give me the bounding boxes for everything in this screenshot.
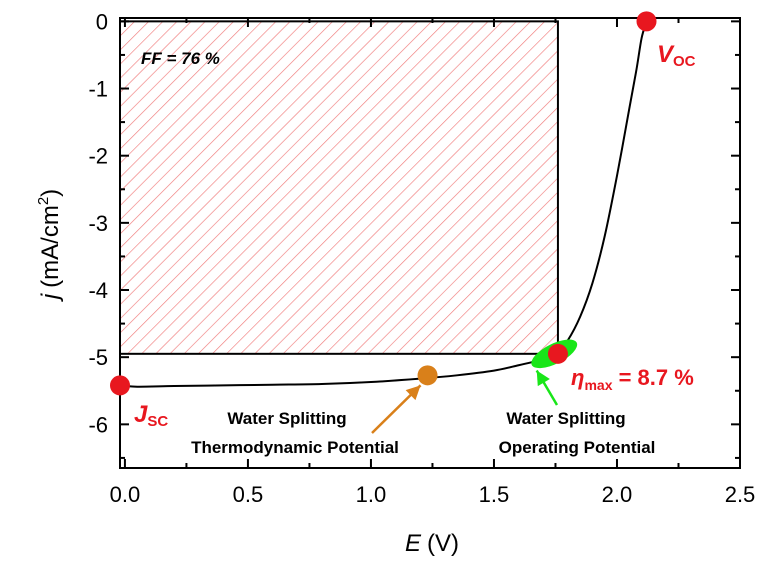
jsc-label: JSC: [134, 401, 168, 430]
thermo-label-line1: Water Splitting: [227, 409, 346, 428]
operating-arrow: [535, 369, 559, 406]
marker-point: [636, 11, 657, 32]
x-tick-label: 2.0: [602, 482, 633, 507]
x-tick-label: 1.0: [356, 482, 387, 507]
thermo-label-line2: Thermodynamic Potential: [191, 438, 399, 457]
y-axis-unit: (mA/cm: [37, 205, 64, 288]
voc-label: VOC: [657, 41, 696, 70]
operating-label-line1: Water Splitting: [506, 409, 625, 428]
x-axis-title: E (V): [405, 530, 459, 557]
thermo-arrow-head: [405, 385, 421, 401]
eta-value: = 8.7 %: [612, 365, 693, 390]
x-tick-label: 2.5: [725, 482, 756, 507]
y-axis-sup: 2: [35, 197, 52, 205]
x-tick-label: 0.5: [233, 482, 264, 507]
x-axis-unit: (V): [427, 530, 459, 557]
y-axis-title: j (mA/cm2): [35, 189, 64, 302]
x-tick-label: 1.5: [479, 482, 510, 507]
y-tick-label: -4: [88, 278, 108, 303]
fill-factor-box: [119, 20, 559, 355]
jsc-sub: SC: [147, 413, 168, 430]
marker-point: [547, 343, 568, 364]
y-tick-label: -1: [88, 77, 108, 102]
y-axis-symbol: j: [37, 293, 64, 302]
operating-arrow-head: [536, 370, 550, 387]
eta-label: ηmax = 8.7 %: [571, 365, 694, 393]
eta-main: η: [571, 365, 584, 390]
marker-point: [110, 375, 130, 396]
x-tick-label: 0.0: [110, 482, 141, 507]
operating-label-line2: Operating Potential: [499, 438, 656, 457]
thermo-arrow: [371, 384, 422, 434]
tick-marks: [120, 18, 741, 468]
y-tick-label: -6: [88, 412, 108, 437]
marker-point: [417, 365, 438, 386]
tick-labels: 0.0 0.5 1.0 1.5 2.0 2.5 0 -1 -2 -3 -4 -5 -6: [88, 9, 755, 507]
y-tick-label: 0: [96, 9, 108, 34]
y-tick-label: -3: [88, 211, 108, 236]
eta-sub: max: [584, 377, 612, 393]
y-tick-label: -5: [88, 345, 108, 370]
voc-main: V: [657, 41, 675, 68]
markers: [110, 11, 657, 396]
x-axis-symbol: E: [405, 530, 422, 557]
y-tick-label: -2: [88, 144, 108, 169]
y-axis-close: ): [37, 189, 64, 197]
jsc-main: J: [134, 401, 148, 428]
ff-label: FF = 76 %: [141, 49, 220, 68]
plot-frame: [119, 17, 741, 469]
voc-sub: OC: [673, 53, 696, 70]
